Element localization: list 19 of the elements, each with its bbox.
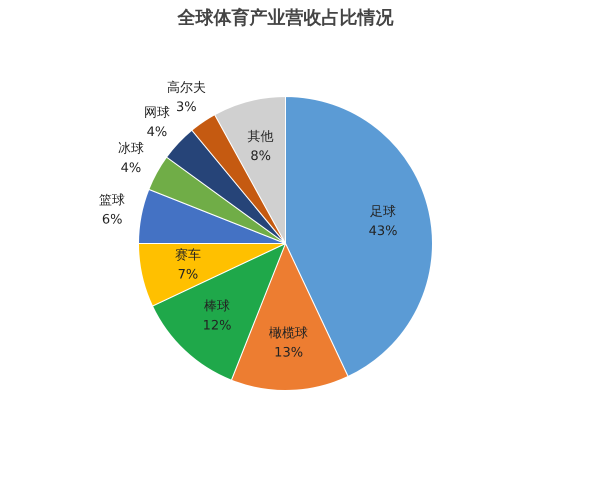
data-label: 4% — [120, 160, 142, 176]
data-label: 8% — [250, 148, 271, 164]
slice-label: 冰球 — [118, 141, 144, 156]
slice-label: 其他 — [248, 129, 274, 144]
data-label: 3% — [176, 100, 197, 115]
data-label: 43% — [368, 224, 398, 239]
chart-title: 全球体育产业营收占比情况 — [176, 6, 394, 28]
slice-label: 棒球 — [204, 299, 230, 314]
data-label: 13% — [274, 346, 304, 361]
slice-label: 足球 — [370, 204, 396, 220]
slice-label: 赛车 — [174, 247, 201, 264]
slice-label: 橄榄球 — [269, 326, 308, 342]
data-label: 4% — [146, 124, 168, 140]
slice-label: 篮球 — [99, 193, 126, 208]
slice-label: 网球 — [144, 105, 170, 120]
slice-label: 高尔夫 — [166, 79, 206, 96]
data-label: 12% — [202, 318, 232, 334]
data-label: 7% — [178, 268, 198, 283]
data-label: 6% — [102, 212, 123, 228]
